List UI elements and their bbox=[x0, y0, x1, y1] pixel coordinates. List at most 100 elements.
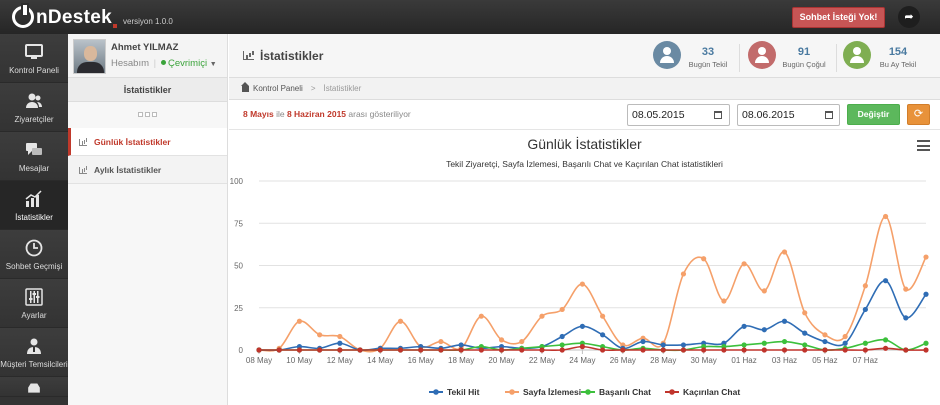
account-separator: | bbox=[153, 58, 157, 69]
users-icon bbox=[26, 93, 42, 108]
y-tick-label: 100 bbox=[230, 177, 244, 186]
chat-bubbles-icon bbox=[26, 143, 42, 155]
stat-today-total: 91 Bugün Çoğul bbox=[748, 41, 830, 73]
data-point bbox=[781, 249, 788, 255]
chart-canvas: 0 25 50 75 100 08 May 10 May 12 May 14 May 16 May… bbox=[230, 177, 929, 397]
data-point bbox=[923, 347, 929, 353]
calendar-icon[interactable] bbox=[714, 111, 722, 119]
data-point bbox=[862, 306, 868, 313]
data-point bbox=[680, 271, 687, 277]
data-point bbox=[337, 347, 343, 353]
data-point bbox=[600, 347, 606, 353]
data-point bbox=[559, 306, 565, 313]
sidebar-item-agents[interactable]: Müşteri Temsilcileri bbox=[0, 328, 68, 377]
x-tick-label: 20 May bbox=[488, 356, 514, 365]
data-point bbox=[862, 340, 868, 346]
breadcrumb-home[interactable]: Kontrol Paneli bbox=[253, 84, 303, 93]
panel-resize-handle[interactable] bbox=[68, 102, 228, 128]
main-sidebar: Kontrol Paneli Ziyaretçiler Mesajlar İst… bbox=[0, 34, 68, 405]
share-arrow-icon[interactable]: ➦ bbox=[898, 6, 920, 28]
series-line bbox=[258, 345, 927, 352]
data-point bbox=[701, 256, 707, 262]
data-point bbox=[761, 347, 767, 353]
stat-today-unique: 33 Bugün Tekil bbox=[653, 41, 733, 73]
legend-label: Başarılı Chat bbox=[599, 387, 651, 397]
refresh-icon[interactable]: ⟳ bbox=[907, 104, 930, 125]
stat-divider bbox=[836, 44, 837, 72]
sidebar-item-dashboard[interactable]: Kontrol Paneli bbox=[0, 34, 68, 83]
data-point bbox=[478, 347, 484, 353]
data-point bbox=[822, 332, 828, 338]
end-date-input[interactable] bbox=[737, 104, 840, 126]
apply-button[interactable]: Değiştir bbox=[847, 104, 900, 125]
start-date-input[interactable] bbox=[627, 104, 730, 126]
status-dropdown[interactable]: Çevrimiçi ▼ bbox=[161, 58, 217, 69]
range-start-label: 8 Mayıs bbox=[243, 109, 274, 119]
chat-request-button[interactable]: Sohbet İsteği Yok! bbox=[792, 7, 885, 28]
data-point bbox=[579, 281, 585, 287]
x-tick-label: 12 May bbox=[327, 356, 353, 365]
data-point bbox=[620, 347, 626, 353]
avatar[interactable] bbox=[73, 39, 106, 74]
x-tick-label: 03 Haz bbox=[772, 356, 797, 365]
account-link[interactable]: Hesabım | bbox=[111, 58, 156, 69]
legend-marker bbox=[509, 389, 515, 395]
data-point bbox=[438, 347, 444, 353]
data-point bbox=[519, 347, 525, 353]
home-icon bbox=[241, 82, 249, 92]
chart-title: Günlük İstatistikler bbox=[527, 136, 642, 152]
user-name: Ahmet YILMAZ bbox=[111, 42, 179, 53]
data-point bbox=[337, 333, 343, 340]
page-header: İstatistikler 33 Bugün Tekil 91 Bugün Ço… bbox=[229, 34, 940, 78]
stat-label: Bugün Tekil bbox=[688, 60, 728, 69]
x-tick-label: 01 Haz bbox=[731, 356, 756, 365]
stat-label: Bu Ay Tekil bbox=[879, 60, 917, 69]
subnav-item-daily[interactable]: Günlük İstatistikler bbox=[68, 128, 227, 156]
legend-marker bbox=[585, 389, 591, 395]
data-point bbox=[761, 340, 767, 346]
chart-menu-icon[interactable] bbox=[917, 140, 930, 151]
data-point bbox=[741, 323, 747, 329]
legend-marker bbox=[433, 389, 439, 395]
breadcrumb-current: İstatistikler bbox=[323, 84, 362, 93]
data-point bbox=[822, 338, 828, 345]
data-point bbox=[903, 315, 909, 321]
legend-label: Tekil Hit bbox=[447, 387, 480, 397]
calendar-icon[interactable] bbox=[825, 111, 833, 119]
stat-divider bbox=[739, 44, 740, 72]
account-link-label: Hesabım bbox=[111, 58, 150, 69]
subnav-item-monthly[interactable]: Aylık İstatistikler bbox=[68, 156, 227, 184]
sidebar-item-more[interactable] bbox=[0, 377, 68, 397]
sidebar-item-chat-history[interactable]: Sohbet Geçmişi bbox=[0, 230, 68, 279]
y-tick-label: 75 bbox=[234, 219, 243, 228]
data-point bbox=[498, 337, 505, 343]
data-point bbox=[741, 261, 747, 267]
app-logo[interactable]: nDestek versiyon 1.0.0 bbox=[12, 3, 173, 28]
data-point bbox=[600, 332, 606, 338]
sidebar-item-settings[interactable]: Ayarlar bbox=[0, 279, 68, 328]
x-tick-label: 28 May bbox=[650, 356, 676, 365]
data-point bbox=[882, 278, 889, 284]
sidebar-item-label: Ayarlar bbox=[21, 311, 47, 320]
data-point bbox=[418, 347, 424, 353]
legend-marker bbox=[669, 389, 675, 395]
data-point bbox=[842, 340, 848, 346]
data-point bbox=[680, 347, 687, 353]
data-point bbox=[640, 338, 646, 345]
data-point bbox=[559, 333, 565, 340]
daily-stats-chart: 0 25 50 75 100 08 May 10 May 12 May 14 May 16 May… bbox=[229, 131, 940, 405]
bar-chart-icon bbox=[79, 167, 87, 174]
data-point bbox=[559, 342, 565, 348]
agent-icon bbox=[27, 338, 41, 354]
data-point bbox=[721, 347, 727, 353]
data-point bbox=[377, 347, 383, 353]
sidebar-item-visitors[interactable]: Ziyaretçiler bbox=[0, 83, 68, 132]
data-point bbox=[741, 347, 747, 353]
x-tick-label: 05 Haz bbox=[812, 356, 837, 365]
top-bar: nDestek versiyon 1.0.0 Sohbet İsteği Yok… bbox=[0, 0, 940, 34]
sidebar-item-label: Mesajlar bbox=[18, 164, 50, 173]
breadcrumb-separator: > bbox=[310, 84, 316, 93]
sidebar-item-messages[interactable]: Mesajlar bbox=[0, 132, 68, 181]
sidebar-item-statistics[interactable]: İstatistikler bbox=[0, 181, 68, 230]
data-point bbox=[600, 313, 606, 319]
